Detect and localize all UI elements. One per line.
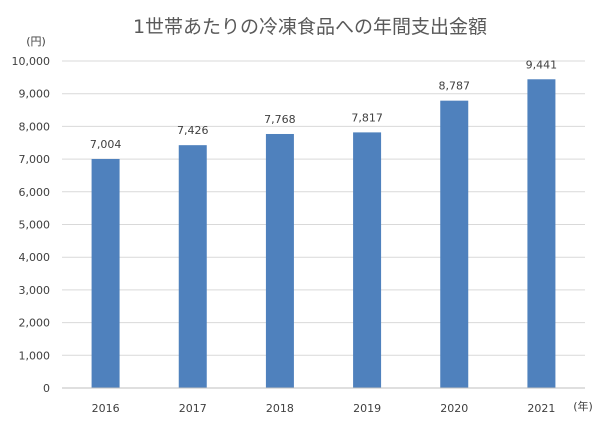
y-tick-label: 1,000 [19,349,51,362]
y-tick-label: 2,000 [19,317,51,330]
bar-2020 [440,100,469,388]
bar-2019 [353,132,382,388]
data-label-2017: 7,426 [177,124,209,137]
x-tick-label: 2018 [266,402,294,415]
x-tick-label: 2019 [353,402,381,415]
y-axis-unit-label: (円) [26,35,46,48]
y-tick-label: 8,000 [19,120,51,133]
y-tick-label: 3,000 [19,284,51,297]
bar-2016 [91,158,120,388]
y-tick-label: 5,000 [19,219,51,232]
x-tick-label: 2017 [179,402,207,415]
x-tick-label: 2020 [440,402,468,415]
y-axis-ticks: 0 1,000 2,000 3,000 4,000 5,000 6,000 7,000 8,00… [12,55,51,395]
x-axis-unit-label: (年) [573,399,593,413]
x-tick-label: 2016 [92,402,120,415]
bar-2018 [265,133,294,388]
y-tick-label: 9,000 [19,88,51,101]
x-tick-label: 2021 [527,402,555,415]
data-label-2018: 7,768 [264,113,296,126]
data-label-2020: 8,787 [439,80,471,93]
bar-2017 [178,145,207,388]
data-label-2016: 7,004 [90,138,122,151]
y-tick-label: 10,000 [12,55,51,68]
data-label-2021: 9,441 [526,58,558,71]
bar-2021 [527,79,556,388]
bars [91,79,556,388]
chart-title: 1世帯あたりの冷凍食品への年間支出金額 [133,16,487,38]
x-axis-ticks: 2016 2017 2018 2019 2020 2021 [92,402,556,415]
y-tick-label: 0 [43,382,50,395]
y-tick-label: 6,000 [19,186,51,199]
y-tick-label: 4,000 [19,251,51,264]
data-labels: 7,004 7,426 7,768 7,817 8,787 9,441 [90,58,557,151]
y-tick-label: 7,000 [19,153,51,166]
gridlines [62,60,585,356]
data-label-2019: 7,817 [351,111,383,124]
